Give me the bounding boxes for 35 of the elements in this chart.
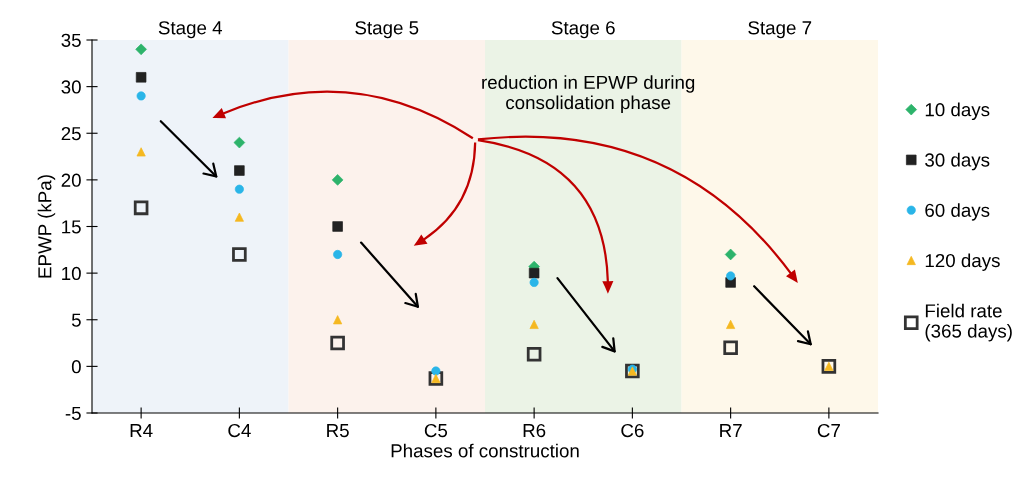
x-tick-label: R4 (130, 424, 153, 437)
x-axis-title: Phases of construction (391, 443, 579, 458)
point (723, 340, 738, 356)
point (135, 72, 147, 83)
y-tick-label: 10 (62, 266, 81, 281)
legend-label: 10 days (925, 102, 990, 121)
point (133, 200, 149, 216)
annotation: reduction in EPWP during consolidation phase (482, 75, 695, 113)
band-label: Stage 6 (551, 21, 615, 39)
y-tick-label: -5 (65, 406, 81, 420)
x-tick-label: C4 (228, 423, 251, 438)
x-tick-label: C6 (621, 423, 644, 438)
point (526, 346, 542, 362)
y-tick-label: 0 (71, 360, 81, 374)
y-tick-label: 35 (61, 33, 81, 47)
x-tick-label: R7 (720, 424, 742, 437)
band-label: Stage 7 (748, 21, 812, 39)
x-tick-label: R5 (327, 424, 349, 438)
y-tick-label: 15 (62, 220, 81, 234)
point (330, 335, 345, 351)
band-label: Stage 5 (355, 21, 419, 39)
y-axis-title: EPWP (kPa) (37, 175, 56, 278)
x-tick-label: C7 (817, 423, 840, 438)
band-label: Stage 4 (158, 21, 223, 39)
y-tick-label: 5 (71, 313, 81, 327)
x-tick-label: C5 (424, 423, 448, 438)
legend-label: 120 days (925, 253, 1000, 271)
y-tick-label: 20 (61, 173, 81, 187)
point (232, 247, 247, 262)
x-tick-label: R6 (523, 423, 546, 438)
legend-label: Field rate (365 days) (925, 303, 1012, 342)
y-tick-label: 30 (61, 80, 81, 94)
legend-label: 60 days (925, 203, 990, 221)
y-tick-label: 25 (61, 126, 81, 141)
legend-label: 30 days (925, 152, 990, 171)
